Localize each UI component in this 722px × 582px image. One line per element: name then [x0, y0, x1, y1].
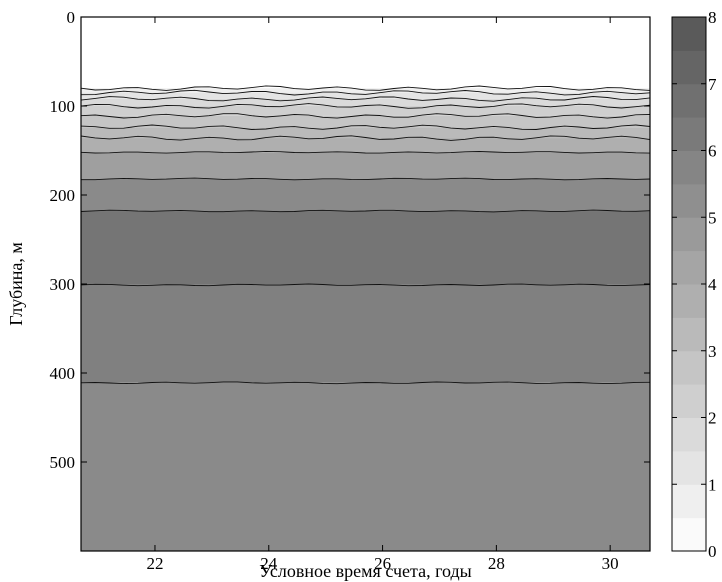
colorbar-step — [672, 517, 706, 552]
colorbar-tick-label: 1 — [708, 475, 717, 494]
x-tick-label: 24 — [260, 554, 278, 573]
contour-lines — [80, 85, 651, 385]
x-tick-label: 22 — [146, 554, 163, 573]
colorbar-tick-label: 6 — [708, 142, 717, 161]
colorbar-step — [672, 284, 706, 318]
colorbar-step — [672, 83, 706, 118]
contour-line — [80, 96, 651, 102]
y-tick-label: 500 — [50, 453, 76, 472]
contour-band — [81, 127, 650, 139]
y-tick-label: 100 — [50, 97, 76, 116]
x-axis-ticks: 22 24 26 28 30 — [146, 17, 619, 573]
colorbar-step — [672, 17, 706, 51]
colorbar-tick-label: 8 — [708, 8, 717, 27]
colorbar-step — [672, 384, 706, 418]
contour-line — [80, 283, 651, 287]
contour-line — [81, 177, 651, 181]
contour-line — [80, 124, 651, 130]
y-tick-label: 0 — [67, 8, 76, 27]
colorbar-step — [672, 450, 706, 485]
colorbar-step — [672, 50, 706, 85]
y-tick-label: 300 — [50, 275, 76, 294]
y-axis-title: Глубина, м — [6, 242, 26, 326]
colorbar-step — [672, 417, 706, 452]
colorbar-step — [672, 117, 706, 151]
contour-line — [80, 103, 651, 109]
y-axis-ticks: 0 100 200 300 400 500 — [50, 8, 650, 472]
x-tick-label: 30 — [602, 554, 619, 573]
colorbar-step — [672, 484, 706, 519]
contour-band — [81, 152, 650, 179]
contour-band — [81, 211, 650, 285]
colorbar-tick-label: 7 — [708, 75, 717, 94]
contour-line — [80, 113, 651, 119]
contour-band — [81, 178, 650, 212]
colorbar-step — [672, 350, 706, 385]
colorbar-step — [672, 217, 706, 252]
colorbar-tick-label: 5 — [708, 208, 717, 227]
x-tick-label: 26 — [374, 554, 391, 573]
contour-band — [81, 138, 650, 153]
y-tick-label: 400 — [50, 364, 76, 383]
contour-band — [81, 382, 650, 551]
x-axis-title: Условное время счета, годы — [259, 561, 471, 581]
colorbar-step — [672, 183, 706, 218]
contour-line — [80, 89, 651, 96]
contour-band — [81, 115, 650, 128]
contour-line — [80, 150, 651, 154]
colorbar-tick-label: 0 — [708, 542, 717, 561]
plot-area — [81, 17, 650, 551]
contour-line — [80, 209, 651, 213]
colorbar-tick-label: 3 — [708, 342, 717, 361]
contour-band — [81, 284, 650, 383]
contour-band — [81, 98, 650, 106]
colorbar-tick-label: 4 — [708, 275, 717, 294]
x-tick-label: 28 — [488, 554, 505, 573]
contour-line — [80, 381, 651, 385]
contour-band — [81, 106, 650, 116]
colorbar-step — [672, 150, 706, 185]
colorbar-step — [672, 250, 706, 285]
contour-line — [80, 85, 651, 91]
colorbar-tick-label: 2 — [708, 409, 717, 428]
contour-band — [81, 92, 650, 99]
colorbar: 0 1 2 3 4 5 6 7 8 — [671, 8, 717, 561]
contour-line — [80, 135, 651, 141]
colorbar-step — [672, 317, 706, 352]
y-tick-label: 200 — [50, 186, 76, 205]
